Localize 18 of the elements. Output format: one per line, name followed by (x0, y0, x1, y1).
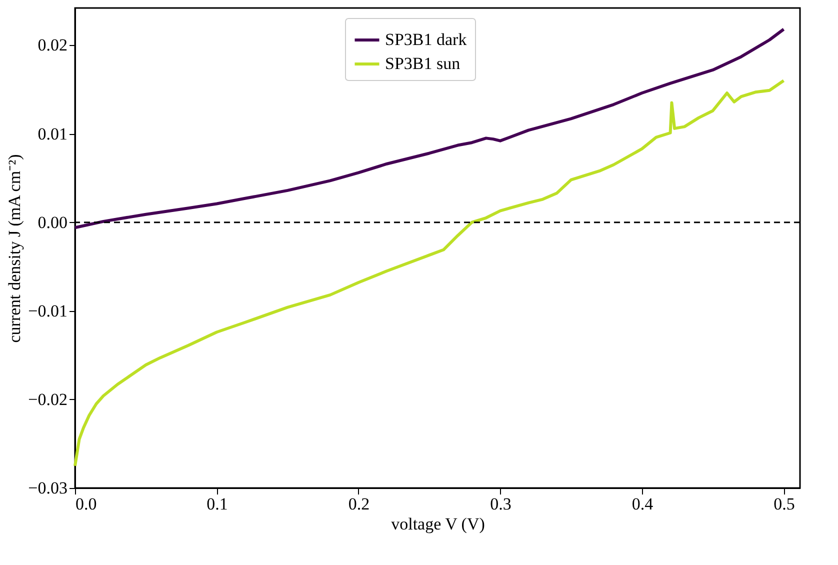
y-tick-label: 0.02 (38, 36, 68, 55)
y-tick-label: −0.03 (28, 478, 68, 498)
legend-label: SP3B1 sun (385, 54, 461, 73)
x-tick-label: 0.1 (206, 494, 228, 514)
x-tick-label: 0.5 (774, 494, 795, 514)
y-tick-label: −0.01 (28, 301, 68, 320)
y-tick-label: −0.02 (28, 390, 68, 409)
x-tick-label: 0.0 (76, 494, 97, 514)
x-axis-title: voltage V (V) (391, 514, 485, 534)
x-tick-label: 0.4 (632, 494, 654, 514)
y-axis-title: current density J (mA cm⁻²) (5, 154, 24, 343)
x-tick-label: 0.2 (348, 494, 370, 514)
y-tick-label: 0.00 (38, 212, 68, 232)
line-series (74, 79, 786, 468)
y-tick-label: 0.01 (38, 124, 68, 144)
legend-label: SP3B1 dark (385, 30, 468, 49)
line-series (74, 28, 786, 230)
x-tick-label: 0.3 (490, 494, 512, 514)
